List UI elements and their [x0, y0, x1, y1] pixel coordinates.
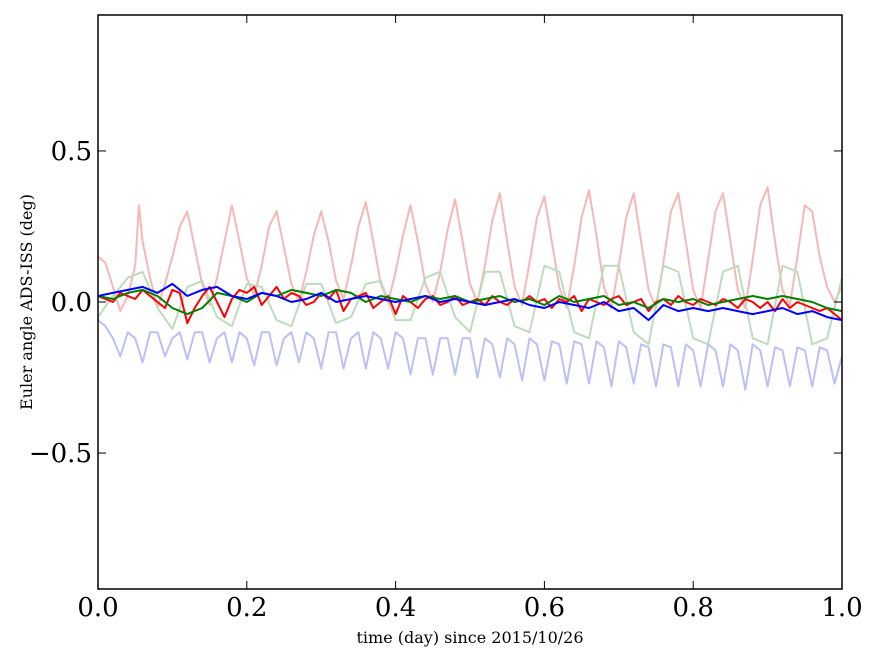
y-tick-label: 0.0: [51, 288, 92, 318]
tick-layer: 0.0 0.2 0.4 0.6 0.8 1.0 −0.5 0.0 0.5: [29, 15, 863, 623]
series-layer: [98, 186, 842, 391]
y-tick-label: 0.5: [51, 137, 92, 167]
x-tick-label: 0.4: [375, 593, 416, 623]
x-axis-title: time (day) since 2015/10/26: [356, 628, 583, 647]
x-tick-label: 0.2: [226, 593, 267, 623]
series-line-1: [98, 186, 842, 313]
series-line-2: [98, 264, 842, 346]
y-axis-title: Euler angle ADS-ISS (deg): [17, 194, 36, 410]
series-line-3: [98, 319, 842, 391]
x-tick-label: 1.0: [821, 593, 862, 623]
x-tick-label: 0.0: [77, 593, 118, 623]
x-tick-label: 0.8: [673, 593, 714, 623]
x-tick-label: 0.6: [524, 593, 565, 623]
y-tick-label: −0.5: [29, 439, 92, 469]
series-line-6: [98, 282, 842, 322]
